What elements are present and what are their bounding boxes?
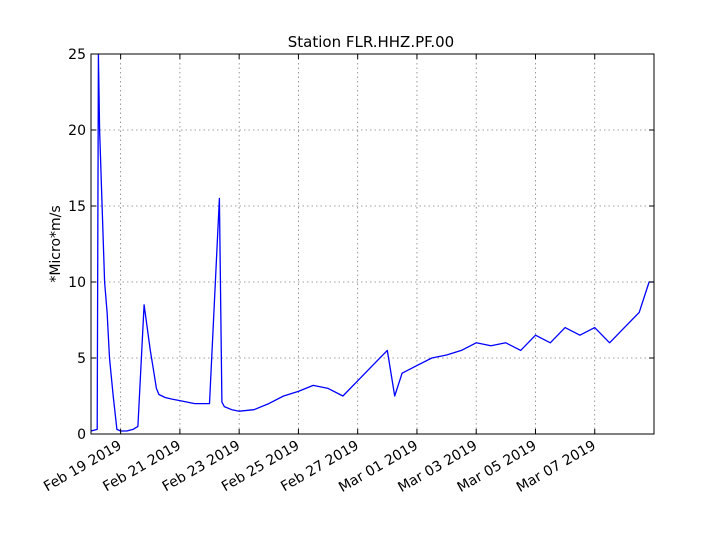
grid [91, 54, 654, 434]
y-tick-labels: 0 5 10 15 20 25 [68, 47, 86, 443]
plot-frame [90, 53, 655, 435]
y-tick-label: 5 [77, 351, 86, 367]
y-tick-label: 10 [68, 275, 86, 291]
data-layer [90, 53, 654, 432]
y-tick-label: 20 [68, 123, 86, 139]
axis-ticks [91, 53, 654, 435]
chart-title: Station FLR.HHZ.PF.00 [288, 33, 454, 51]
y-tick-label: 25 [68, 47, 86, 63]
y-tick-label: 15 [68, 199, 86, 215]
y-tick-label: 0 [77, 427, 86, 443]
data-series-line [90, 53, 654, 432]
y-axis-label: *Micro*m/s [48, 205, 64, 282]
